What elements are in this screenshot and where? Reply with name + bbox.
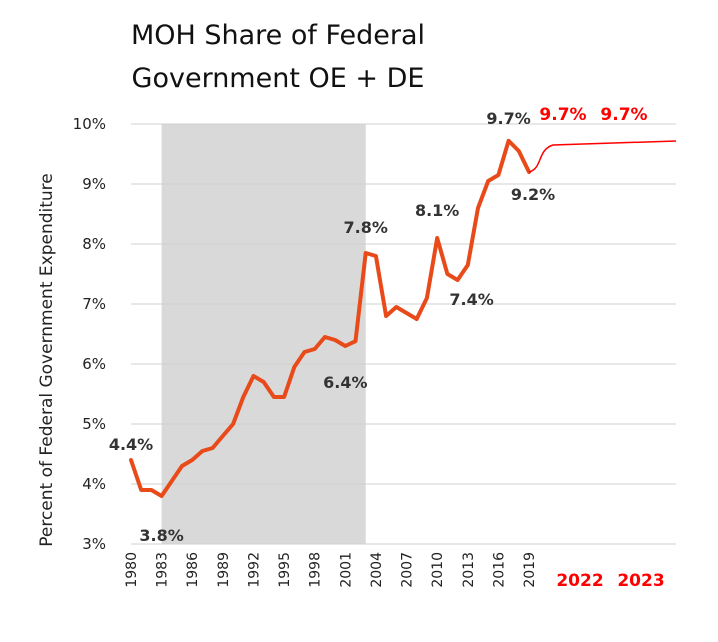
data-label: 6.4% <box>323 373 367 392</box>
projection-line <box>528 140 677 173</box>
data-label: 9.2% <box>511 185 555 204</box>
shaded-period <box>161 124 366 544</box>
x-tick-label: 1992 <box>246 552 262 588</box>
y-tick-label: 9% <box>82 175 106 193</box>
line-layer <box>129 138 677 498</box>
chart-title-line-1: MOH Share of Federal <box>131 20 425 51</box>
data-label: 4.4% <box>109 435 153 454</box>
x-tick-label: 1980 <box>124 552 140 588</box>
y-tick-label: 10% <box>73 115 106 133</box>
shaded-period-layer <box>161 124 366 544</box>
data-label-layer: 4.4% 3.8% 6.4% 7.8% 8.1% 7.4% 9.7% 9.2% 9.7% 9.7% <box>109 105 648 545</box>
data-label: 7.4% <box>449 290 493 309</box>
x-tick-label: 1989 <box>216 552 232 588</box>
x-tick-label: 2004 <box>369 552 385 588</box>
y-tick-label: 3% <box>82 535 106 553</box>
x-tick-label: 1983 <box>155 552 171 588</box>
data-label: 9.7% <box>539 105 586 125</box>
x-tick-label: 1995 <box>277 552 293 588</box>
grid-layer <box>131 123 676 545</box>
chart-title: MOH Share of Federal Government OE + DE <box>131 20 425 94</box>
data-label: 3.8% <box>139 526 183 545</box>
series-line <box>129 138 531 498</box>
x-tick-label: 2001 <box>338 552 354 588</box>
y-tick-label: 7% <box>82 295 106 313</box>
y-tick-label: 6% <box>82 355 106 373</box>
x-tick-label: 2016 <box>491 552 507 588</box>
data-label: 7.8% <box>344 218 388 237</box>
projection-tick-label: 2023 <box>617 571 664 591</box>
y-tick-label: 4% <box>82 475 106 493</box>
projection-tick-label: 2022 <box>556 571 603 591</box>
y-tick-label: 8% <box>82 235 106 253</box>
x-tick-label: 1986 <box>185 552 201 588</box>
x-tick-label: 2013 <box>461 552 477 588</box>
chart-title-line-2: Government OE + DE <box>132 63 425 94</box>
y-axis-label: Percent of Federal Government Expenditur… <box>37 173 57 547</box>
x-tick-label: 2010 <box>430 552 446 588</box>
y-tick-label: 5% <box>82 415 106 433</box>
y-tick-layer: 3% 4% 5% 6% 7% 8% 9% 10% <box>73 115 106 553</box>
x-tick-label: 1998 <box>308 552 324 588</box>
x-tick-layer: 1980 1983 1986 1989 1992 1995 1998 2001 2004 2007… <box>124 552 665 591</box>
data-label: 9.7% <box>486 109 530 128</box>
data-label: 8.1% <box>415 201 459 220</box>
x-tick-label: 2007 <box>400 552 416 588</box>
x-tick-label: 2019 <box>522 552 538 588</box>
data-label: 9.7% <box>600 105 647 125</box>
